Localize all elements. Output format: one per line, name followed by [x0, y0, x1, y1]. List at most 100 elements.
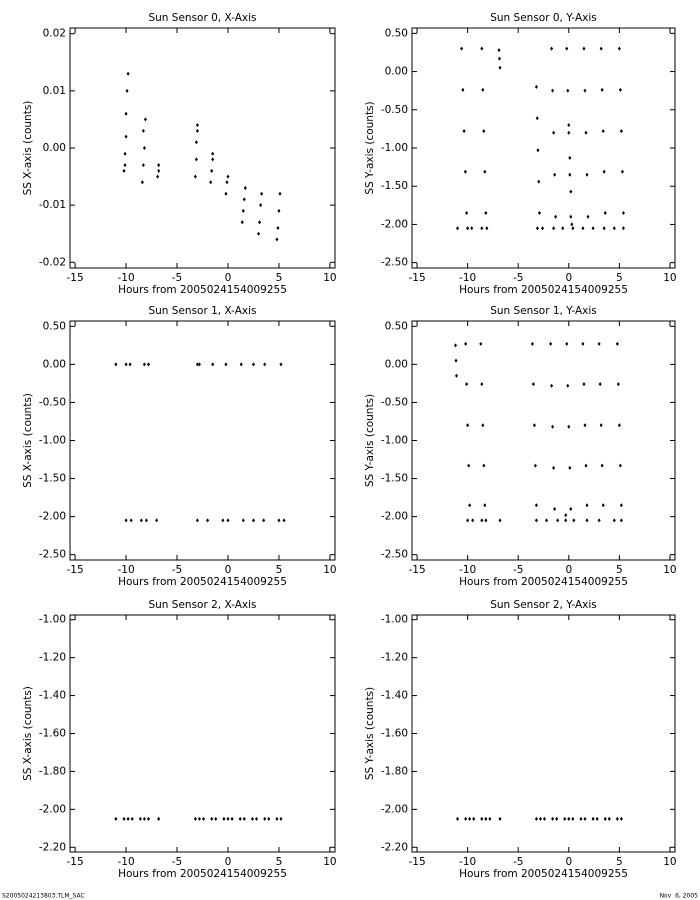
point: [485, 226, 489, 231]
point: [617, 46, 621, 51]
plot-frame: [69, 320, 336, 561]
point: [155, 518, 159, 523]
point: [538, 816, 542, 821]
point: [484, 210, 488, 215]
point: [114, 816, 118, 821]
x-tick-label: 5: [276, 272, 283, 284]
point: [138, 816, 142, 821]
x-tick-label: -15: [67, 272, 84, 284]
point: [583, 88, 587, 93]
point: [124, 518, 128, 523]
point: [279, 816, 283, 821]
point: [563, 816, 567, 821]
point: [480, 226, 484, 231]
point: [277, 208, 281, 213]
point: [193, 816, 197, 821]
point: [584, 463, 588, 468]
y-tick-label: -1.40: [39, 690, 66, 702]
point: [141, 128, 145, 133]
point: [224, 362, 228, 367]
point: [602, 226, 606, 231]
x-tick-label: 5: [616, 272, 623, 284]
point: [263, 816, 267, 821]
point: [602, 169, 606, 174]
y-tick-label: -2.00: [381, 218, 408, 230]
y-tick-label: -1.50: [39, 473, 66, 485]
point: [533, 463, 537, 468]
point: [618, 87, 622, 92]
point: [259, 203, 263, 208]
point: [225, 180, 229, 185]
point: [242, 197, 246, 202]
point: [568, 465, 572, 470]
point: [466, 518, 470, 523]
point: [226, 174, 230, 179]
point: [455, 373, 459, 378]
point: [534, 518, 538, 523]
point: [130, 816, 134, 821]
point: [468, 816, 472, 821]
point: [480, 816, 484, 821]
point: [275, 237, 279, 242]
point: [543, 816, 547, 821]
point: [617, 423, 621, 428]
point: [230, 816, 234, 821]
point: [565, 341, 569, 346]
y-tick-label: -2.00: [39, 511, 66, 523]
y-tick-label: -0.50: [381, 396, 408, 408]
y-tick-label: -1.00: [39, 435, 66, 447]
point: [599, 423, 603, 428]
point: [453, 343, 457, 348]
x-tick-label: -5: [172, 272, 182, 284]
y-tick-label: -1.20: [381, 652, 408, 664]
y-tick-label: -0.50: [39, 396, 66, 408]
y-axis-label: SS X-axis (counts): [22, 101, 34, 196]
point: [537, 210, 541, 215]
point: [463, 169, 467, 174]
point: [591, 816, 595, 821]
point: [123, 151, 127, 156]
point: [540, 226, 544, 231]
point: [139, 518, 143, 523]
x-tick-label: 0: [225, 856, 232, 868]
x-tick-label: -10: [459, 856, 476, 868]
point: [619, 129, 623, 134]
point: [480, 518, 484, 523]
point: [585, 518, 589, 523]
point: [241, 518, 245, 523]
point: [615, 341, 619, 346]
point: [122, 168, 126, 173]
point: [157, 168, 161, 173]
point: [481, 423, 485, 428]
point: [553, 507, 557, 512]
y-tick-label: 0.00: [43, 142, 66, 154]
point: [206, 518, 210, 523]
point: [482, 129, 486, 134]
point: [465, 210, 469, 215]
y-tick-label: -2.20: [39, 841, 66, 853]
point: [479, 341, 483, 346]
point: [224, 191, 228, 196]
point: [195, 128, 199, 133]
point: [250, 816, 254, 821]
y-tick-label: 0.50: [385, 320, 408, 332]
point: [472, 816, 476, 821]
chart-title: Sun Sensor 0, Y-Axis: [490, 12, 597, 24]
point: [585, 503, 589, 508]
point: [584, 130, 588, 135]
point: [251, 362, 255, 367]
point: [484, 518, 488, 523]
x-tick-label: -5: [172, 564, 182, 576]
point: [599, 46, 603, 51]
point: [126, 71, 130, 76]
point: [142, 362, 146, 367]
x-tick-label: -15: [67, 856, 84, 868]
x-tick-label: 5: [276, 856, 283, 868]
point: [142, 146, 146, 150]
point: [535, 116, 539, 121]
y-tick-label: -1.00: [39, 614, 66, 626]
point: [276, 226, 280, 230]
y-tick-label: -1.00: [381, 614, 408, 626]
x-tick-label: -10: [459, 564, 476, 576]
point: [600, 463, 604, 468]
